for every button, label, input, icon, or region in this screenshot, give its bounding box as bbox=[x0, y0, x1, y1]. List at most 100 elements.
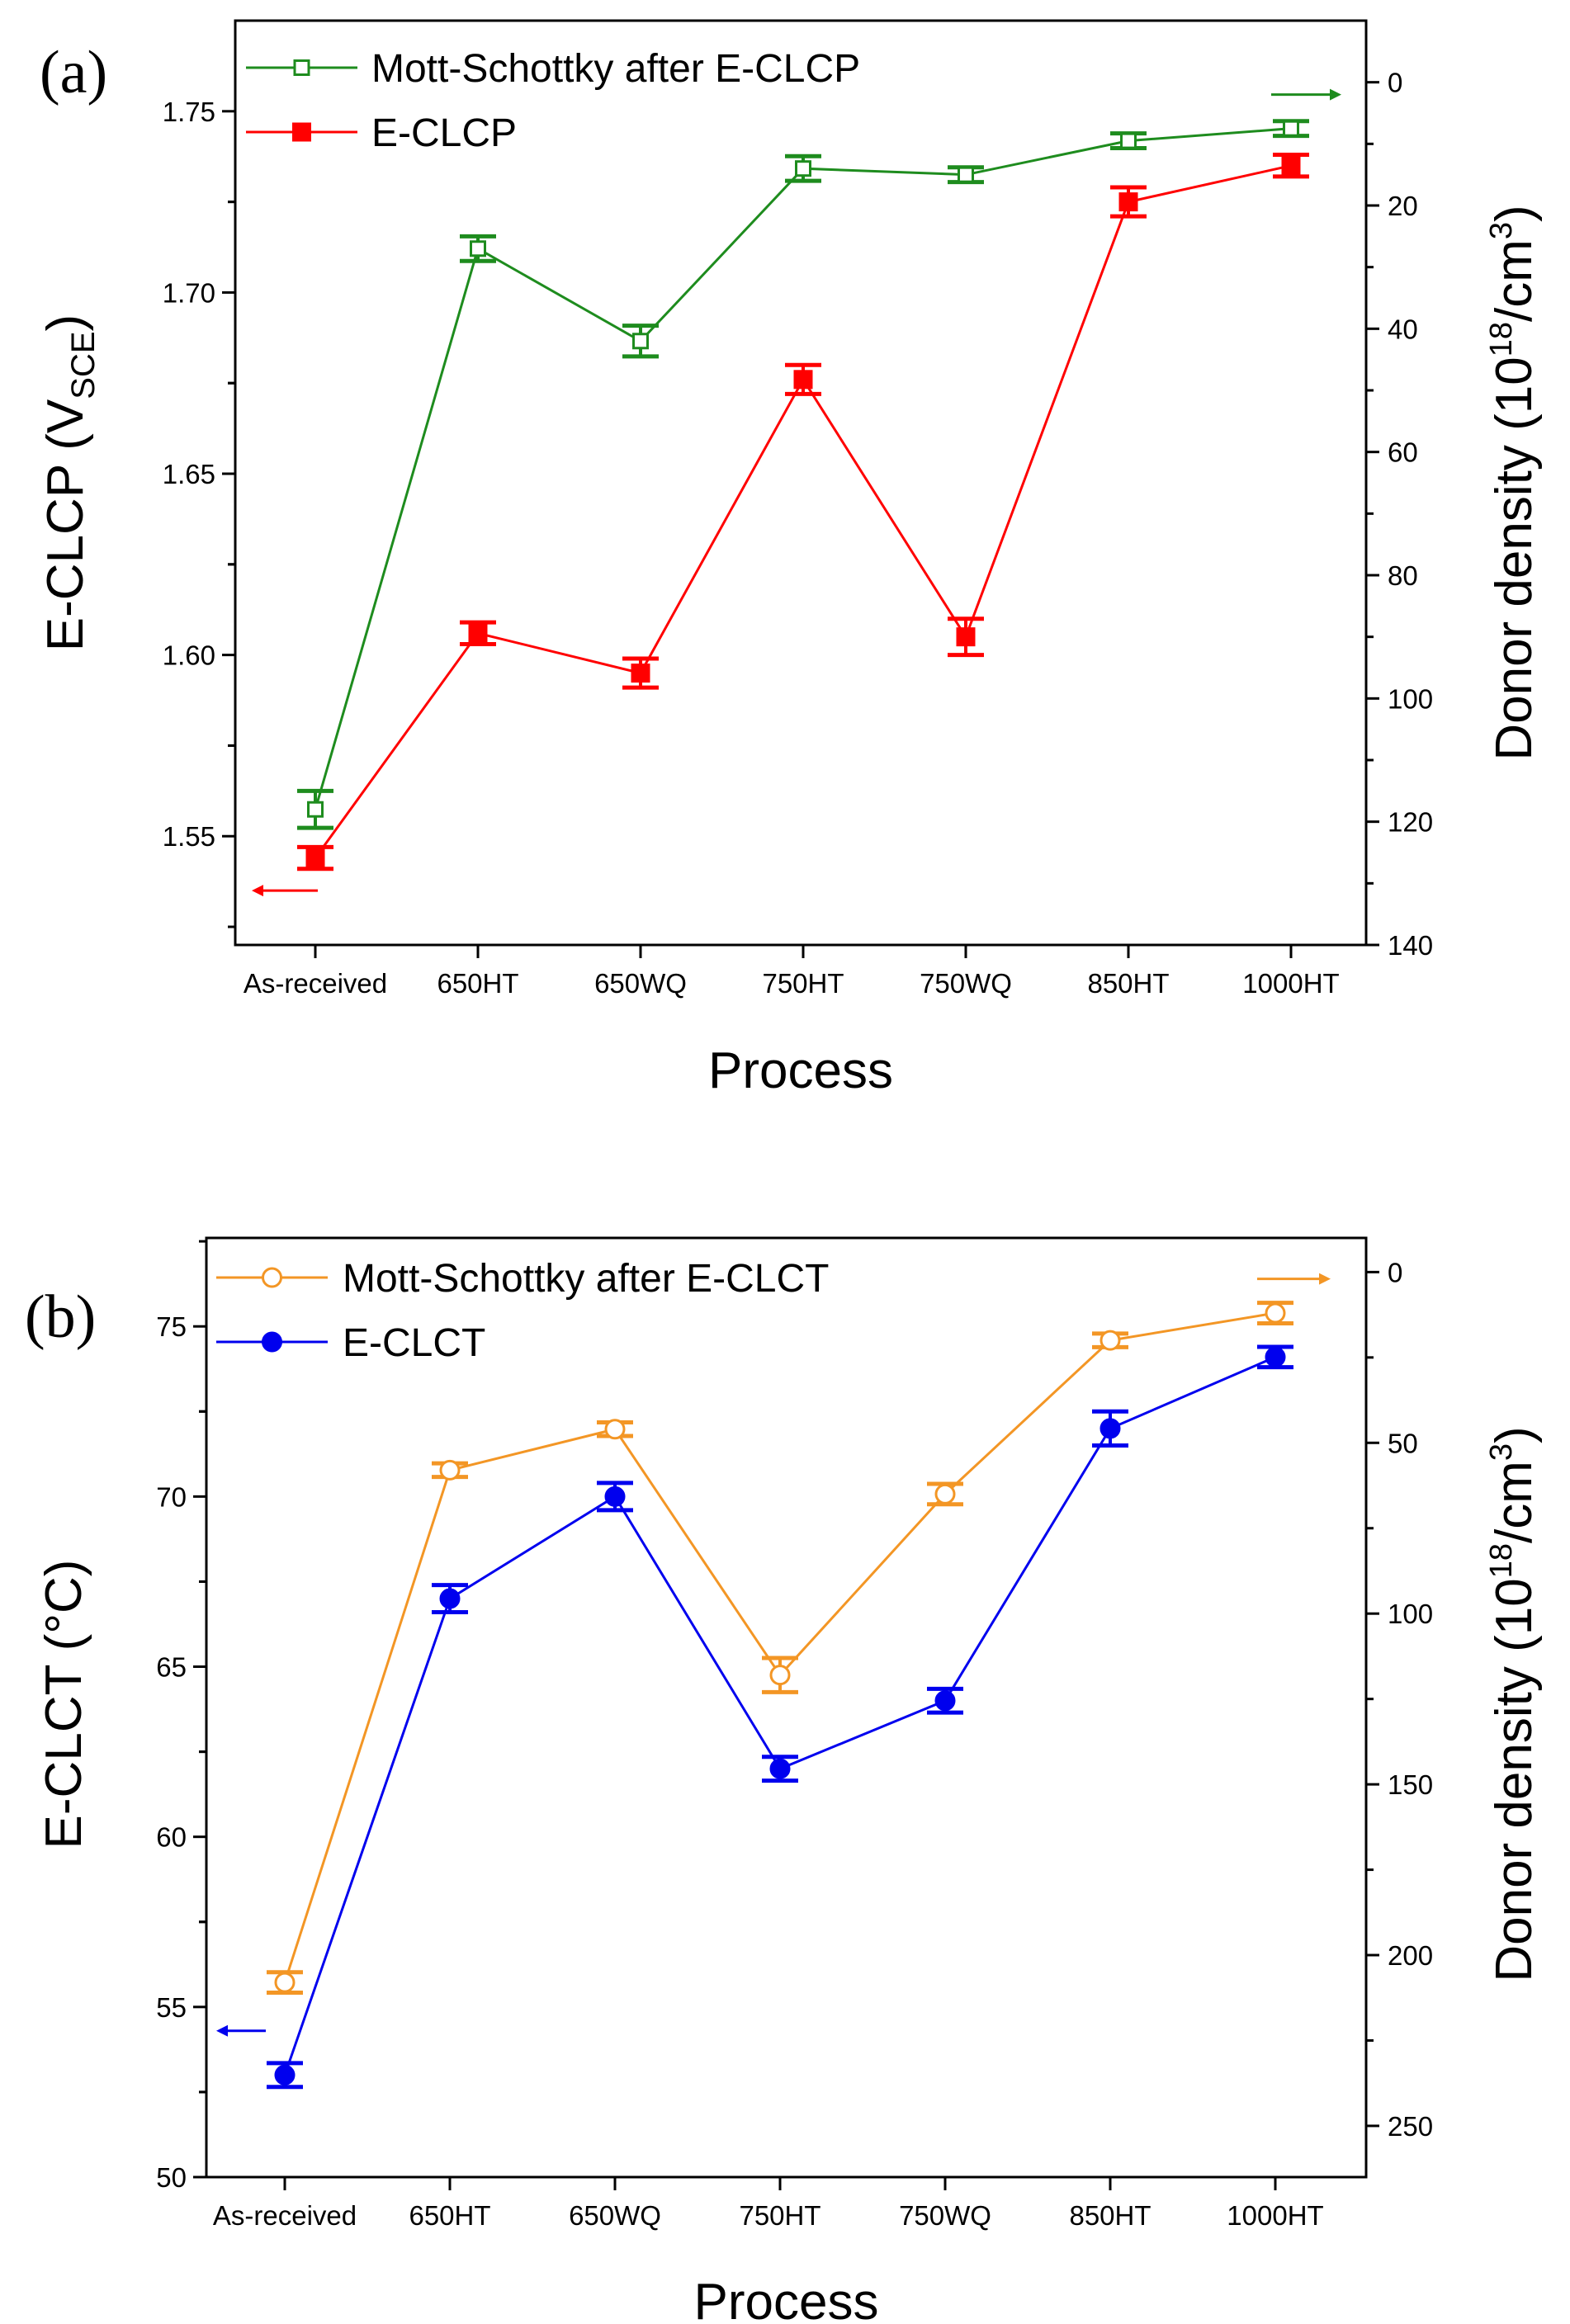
y-left-tick-label: 1.65 bbox=[163, 459, 215, 489]
y-left-tick-label: 1.70 bbox=[163, 277, 215, 308]
x-tick-label: 750HT bbox=[739, 2200, 820, 2231]
y-right-tick-label: 40 bbox=[1388, 314, 1418, 344]
data-point bbox=[439, 1459, 461, 1481]
legend-marker bbox=[262, 1331, 282, 1353]
data-point bbox=[470, 240, 486, 257]
legend-label: E-CLCP bbox=[371, 111, 517, 155]
data-point bbox=[604, 1486, 626, 1507]
x-axis-title: Process bbox=[694, 2274, 879, 2324]
x-tick-label: 750WQ bbox=[899, 2200, 991, 2231]
right-axis-arrow-head bbox=[1330, 88, 1341, 101]
legend-marker bbox=[292, 122, 311, 142]
data-point bbox=[793, 370, 813, 390]
right-axis-arrow-head bbox=[1319, 1273, 1331, 1285]
x-tick-label: 750WQ bbox=[920, 968, 1012, 999]
data-point bbox=[769, 1665, 791, 1686]
legend-entry-0: Mott-Schottky after E-CLCP bbox=[246, 47, 860, 91]
data-point bbox=[604, 1419, 626, 1440]
y-left-tick-label: 50 bbox=[156, 2162, 187, 2193]
y-right-title-sup1: 18 bbox=[1484, 1543, 1519, 1578]
data-point bbox=[307, 801, 324, 818]
y-left-tick-label: 55 bbox=[156, 1992, 187, 2023]
data-point bbox=[439, 1588, 461, 1609]
chart-panel-0: 1.55 1.60 1.65 1.70 1.75 0 20 40 60 80 100 120 140 As… bbox=[37, 19, 1543, 1099]
y-right-tick-label: 100 bbox=[1388, 1599, 1433, 1629]
data-point bbox=[1099, 1330, 1121, 1351]
x-tick-label: 850HT bbox=[1069, 2200, 1151, 2231]
y-right-tick-label: 120 bbox=[1388, 807, 1433, 838]
legend-label: E-CLCT bbox=[343, 1321, 485, 1365]
y-right-tick-label: 0 bbox=[1388, 1257, 1402, 1287]
legend-entry-1: E-CLCT bbox=[216, 1321, 485, 1365]
data-point bbox=[795, 160, 811, 177]
legend-marker bbox=[293, 59, 310, 76]
y-left-title-sub: SCE bbox=[65, 331, 102, 399]
y-right-title-sup1: 18 bbox=[1484, 322, 1519, 357]
y-left-tick-label: 1.60 bbox=[163, 640, 215, 671]
data-point bbox=[1118, 192, 1138, 212]
legend-label: Mott-Schottky after E-CLCP bbox=[371, 47, 860, 91]
y-right-title-sup2: 3 bbox=[1484, 222, 1519, 239]
plot-frame bbox=[205, 1236, 1368, 2179]
y-right-title-tail: ) bbox=[1486, 1426, 1543, 1443]
data-point bbox=[934, 1690, 956, 1712]
series-1 bbox=[252, 153, 1309, 897]
data-point bbox=[956, 627, 976, 647]
legend-entry-1: E-CLCP bbox=[246, 111, 517, 155]
x-tick-label: As-received bbox=[244, 968, 387, 999]
y-right-title-main: Donor density (10 bbox=[1486, 1578, 1543, 1982]
data-point bbox=[1099, 1418, 1121, 1439]
y-left-title-tail: ) bbox=[37, 314, 94, 332]
y-right-title-main: Donor density (10 bbox=[1486, 357, 1543, 760]
y-left-tick-label: 60 bbox=[156, 1822, 187, 1853]
y-left-title-main: E-CLCT (°C) bbox=[35, 1560, 92, 1849]
data-point bbox=[769, 1758, 791, 1779]
chart-panel-1: 50 55 60 65 70 75 0 50 100 150 200 250 As-received 65… bbox=[25, 1236, 1543, 2324]
y-right-axis-title: Donor density (1018/cm3) bbox=[1484, 1426, 1543, 1982]
left-axis-arrow-head bbox=[216, 2024, 228, 2037]
legend-label: Mott-Schottky after E-CLCT bbox=[343, 1257, 829, 1301]
x-tick-label: As-received bbox=[213, 2200, 357, 2231]
panel-letter: (b) bbox=[25, 1283, 96, 1351]
y-right-tick-label: 60 bbox=[1388, 437, 1418, 468]
y-left-tick-label: 70 bbox=[156, 1481, 187, 1512]
x-tick-label: 750HT bbox=[762, 968, 844, 999]
y-right-tick-label: 150 bbox=[1388, 1769, 1433, 1800]
y-left-tick-label: 65 bbox=[156, 1652, 187, 1683]
series-line bbox=[314, 127, 1292, 810]
data-point bbox=[1120, 132, 1137, 149]
data-point bbox=[934, 1483, 956, 1504]
data-point bbox=[468, 623, 488, 643]
x-tick-label: 650HT bbox=[409, 2200, 490, 2231]
x-tick-label: 650WQ bbox=[569, 2200, 661, 2231]
y-right-tick-label: 250 bbox=[1388, 2111, 1433, 2142]
data-point bbox=[1281, 156, 1301, 176]
y-right-title-tail: ) bbox=[1486, 205, 1543, 222]
data-point bbox=[632, 333, 649, 350]
x-tick-label: 1000HT bbox=[1242, 968, 1339, 999]
y-right-tick-label: 140 bbox=[1388, 930, 1433, 961]
y-right-tick-label: 0 bbox=[1388, 68, 1402, 98]
x-tick-label: 850HT bbox=[1087, 968, 1169, 999]
y-right-tick-label: 100 bbox=[1388, 683, 1433, 714]
y-left-axis-title: E-CLCT (°C) bbox=[35, 1560, 92, 1849]
y-left-tick-label: 75 bbox=[156, 1311, 187, 1342]
plot-frame bbox=[234, 19, 1368, 947]
x-axis-title: Process bbox=[708, 1042, 893, 1099]
y-left-title-main: E-CLCP (V bbox=[37, 399, 94, 651]
y-left-axis-title: E-CLCP (VSCE) bbox=[37, 314, 102, 651]
y-right-tick-label: 20 bbox=[1388, 191, 1418, 221]
series-1 bbox=[216, 1344, 1293, 2090]
data-point bbox=[1265, 1302, 1286, 1324]
series-0 bbox=[267, 1273, 1331, 1996]
y-right-tick-label: 200 bbox=[1388, 1940, 1433, 1971]
data-point bbox=[631, 664, 650, 683]
y-right-axis-title: Donor density (1018/cm3) bbox=[1484, 205, 1543, 760]
data-point bbox=[1265, 1346, 1286, 1367]
series-line bbox=[314, 164, 1292, 859]
data-point bbox=[1283, 120, 1299, 137]
data-point bbox=[274, 2064, 296, 2085]
x-tick-label: 1000HT bbox=[1227, 2200, 1323, 2231]
panel-letter: (a) bbox=[40, 39, 107, 106]
